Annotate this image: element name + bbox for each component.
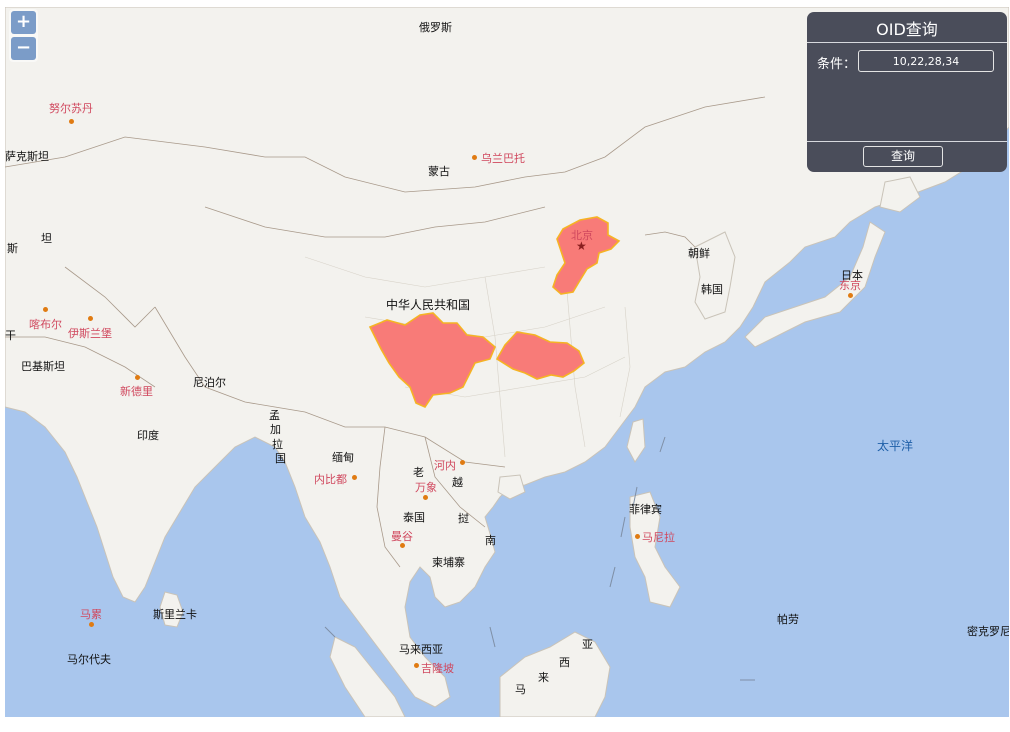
label-edge-si: 斯 xyxy=(7,242,18,255)
label-palau: 帕劳 xyxy=(777,613,799,626)
label-hanoi: 河内 xyxy=(434,459,456,472)
label-malaysia: 马来西亚 xyxy=(399,643,443,656)
land-korea xyxy=(694,231,736,320)
capital-dot-new-delhi xyxy=(135,375,140,380)
label-tokyo: 东京 xyxy=(839,279,861,292)
land-sumatra xyxy=(329,636,406,717)
label-south-korea: 韩国 xyxy=(701,283,723,296)
label-vietnam-2: 挝 xyxy=(458,512,469,525)
label-islamabad: 伊斯兰堡 xyxy=(68,327,112,340)
label-bangladesh-2: 加 xyxy=(270,423,281,436)
sea-dashes xyxy=(324,436,755,681)
label-bangladesh-1: 孟 xyxy=(269,409,280,422)
label-north-korea: 朝鲜 xyxy=(688,247,710,260)
label-thailand: 泰国 xyxy=(403,511,425,524)
label-bangladesh-4: 国 xyxy=(275,452,286,465)
region-hubei-chongqing xyxy=(495,331,585,380)
capital-dot-kuala-lumpur xyxy=(414,663,419,668)
label-bangkok: 曼谷 xyxy=(391,530,413,543)
label-nepal: 尼泊尔 xyxy=(193,376,226,389)
region-sichuan xyxy=(368,312,496,409)
label-laos: 老 xyxy=(413,466,424,479)
label-new-delhi: 新德里 xyxy=(120,385,153,398)
label-beijing: 北京 xyxy=(571,229,593,242)
capital-dot-islamabad xyxy=(88,316,93,321)
oid-query-panel: OID查询 条件： 查询 xyxy=(807,12,1007,172)
label-russia: 俄罗斯 xyxy=(419,21,452,34)
map-base-layer xyxy=(5,7,1009,717)
zoom-out-button[interactable]: − xyxy=(11,37,36,60)
label-japan: 日本 xyxy=(841,269,863,282)
land-philippines xyxy=(629,491,681,608)
label-vietnam-3: 南 xyxy=(485,534,496,547)
label-maldives: 马尔代夫 xyxy=(67,653,111,666)
capital-dot-nursultan xyxy=(69,119,74,124)
label-nursultan: 努尔苏丹 xyxy=(49,102,93,115)
label-vientiane: 万象 xyxy=(415,481,437,494)
label-malay-1: 马 xyxy=(515,683,526,696)
label-manila: 马尼拉 xyxy=(642,531,675,544)
label-cambodia: 柬埔寨 xyxy=(432,556,465,569)
capital-dot-bangkok xyxy=(400,543,405,548)
label-china: 中华人民共和国 xyxy=(386,298,471,312)
label-male: 马累 xyxy=(80,608,102,621)
label-philippines: 菲律宾 xyxy=(629,503,662,516)
land-hainan xyxy=(497,474,526,500)
query-button[interactable]: 查询 xyxy=(863,146,943,167)
label-pacific: 太平洋 xyxy=(877,439,914,453)
label-malay-3: 西 xyxy=(559,656,570,669)
label-pakistan: 巴基斯坦 xyxy=(21,360,65,373)
label-myanmar: 缅甸 xyxy=(332,451,354,464)
region-beijing-tianjin-hebei xyxy=(552,216,621,295)
label-mongolia: 蒙古 xyxy=(428,165,450,178)
zoom-control: + − xyxy=(9,9,38,62)
label-india: 印度 xyxy=(137,429,159,442)
label-edge-tan: 坦 xyxy=(41,232,52,245)
capital-dot-manila xyxy=(635,534,640,539)
label-sri-lanka: 斯里兰卡 xyxy=(153,608,197,621)
highlighted-regions xyxy=(368,216,621,409)
capital-dot-naypyidaw xyxy=(352,475,357,480)
condition-input[interactable] xyxy=(858,50,994,72)
panel-divider-bottom xyxy=(807,141,1007,142)
label-kuala-lumpur: 吉隆坡 xyxy=(421,662,454,675)
land-borneo xyxy=(499,631,611,717)
label-kazakhstan: 萨克斯坦 xyxy=(5,150,49,163)
label-bangladesh-3: 拉 xyxy=(272,438,283,451)
panel-title: OID查询 xyxy=(876,20,938,39)
capital-star-beijing: ★ xyxy=(576,239,587,253)
capital-dot-male xyxy=(89,622,94,627)
capital-dot-tokyo xyxy=(848,293,853,298)
label-micronesia: 密克罗尼 xyxy=(967,625,1009,638)
label-ulaanbaatar: 乌兰巴托 xyxy=(481,152,525,165)
label-kabul: 喀布尔 xyxy=(29,318,62,331)
zoom-in-button[interactable]: + xyxy=(11,11,36,34)
capital-dot-vientiane xyxy=(423,495,428,500)
label-naypyidaw: 内比都 xyxy=(314,473,347,486)
label-edge-gan: 干 xyxy=(5,329,16,342)
capital-dot-kabul xyxy=(43,307,48,312)
panel-divider-top xyxy=(807,42,1007,43)
country-borders xyxy=(5,96,766,568)
land-japan xyxy=(744,176,921,348)
label-vietnam-1: 越 xyxy=(452,476,463,489)
land-sri-lanka xyxy=(159,591,184,628)
capital-dot-hanoi xyxy=(460,460,465,465)
capital-dot-ulaanbaatar xyxy=(472,155,477,160)
land-taiwan xyxy=(626,418,646,463)
label-malay-2: 来 xyxy=(538,671,549,684)
label-malay-4: 亚 xyxy=(582,638,593,651)
condition-label: 条件： xyxy=(817,57,857,72)
